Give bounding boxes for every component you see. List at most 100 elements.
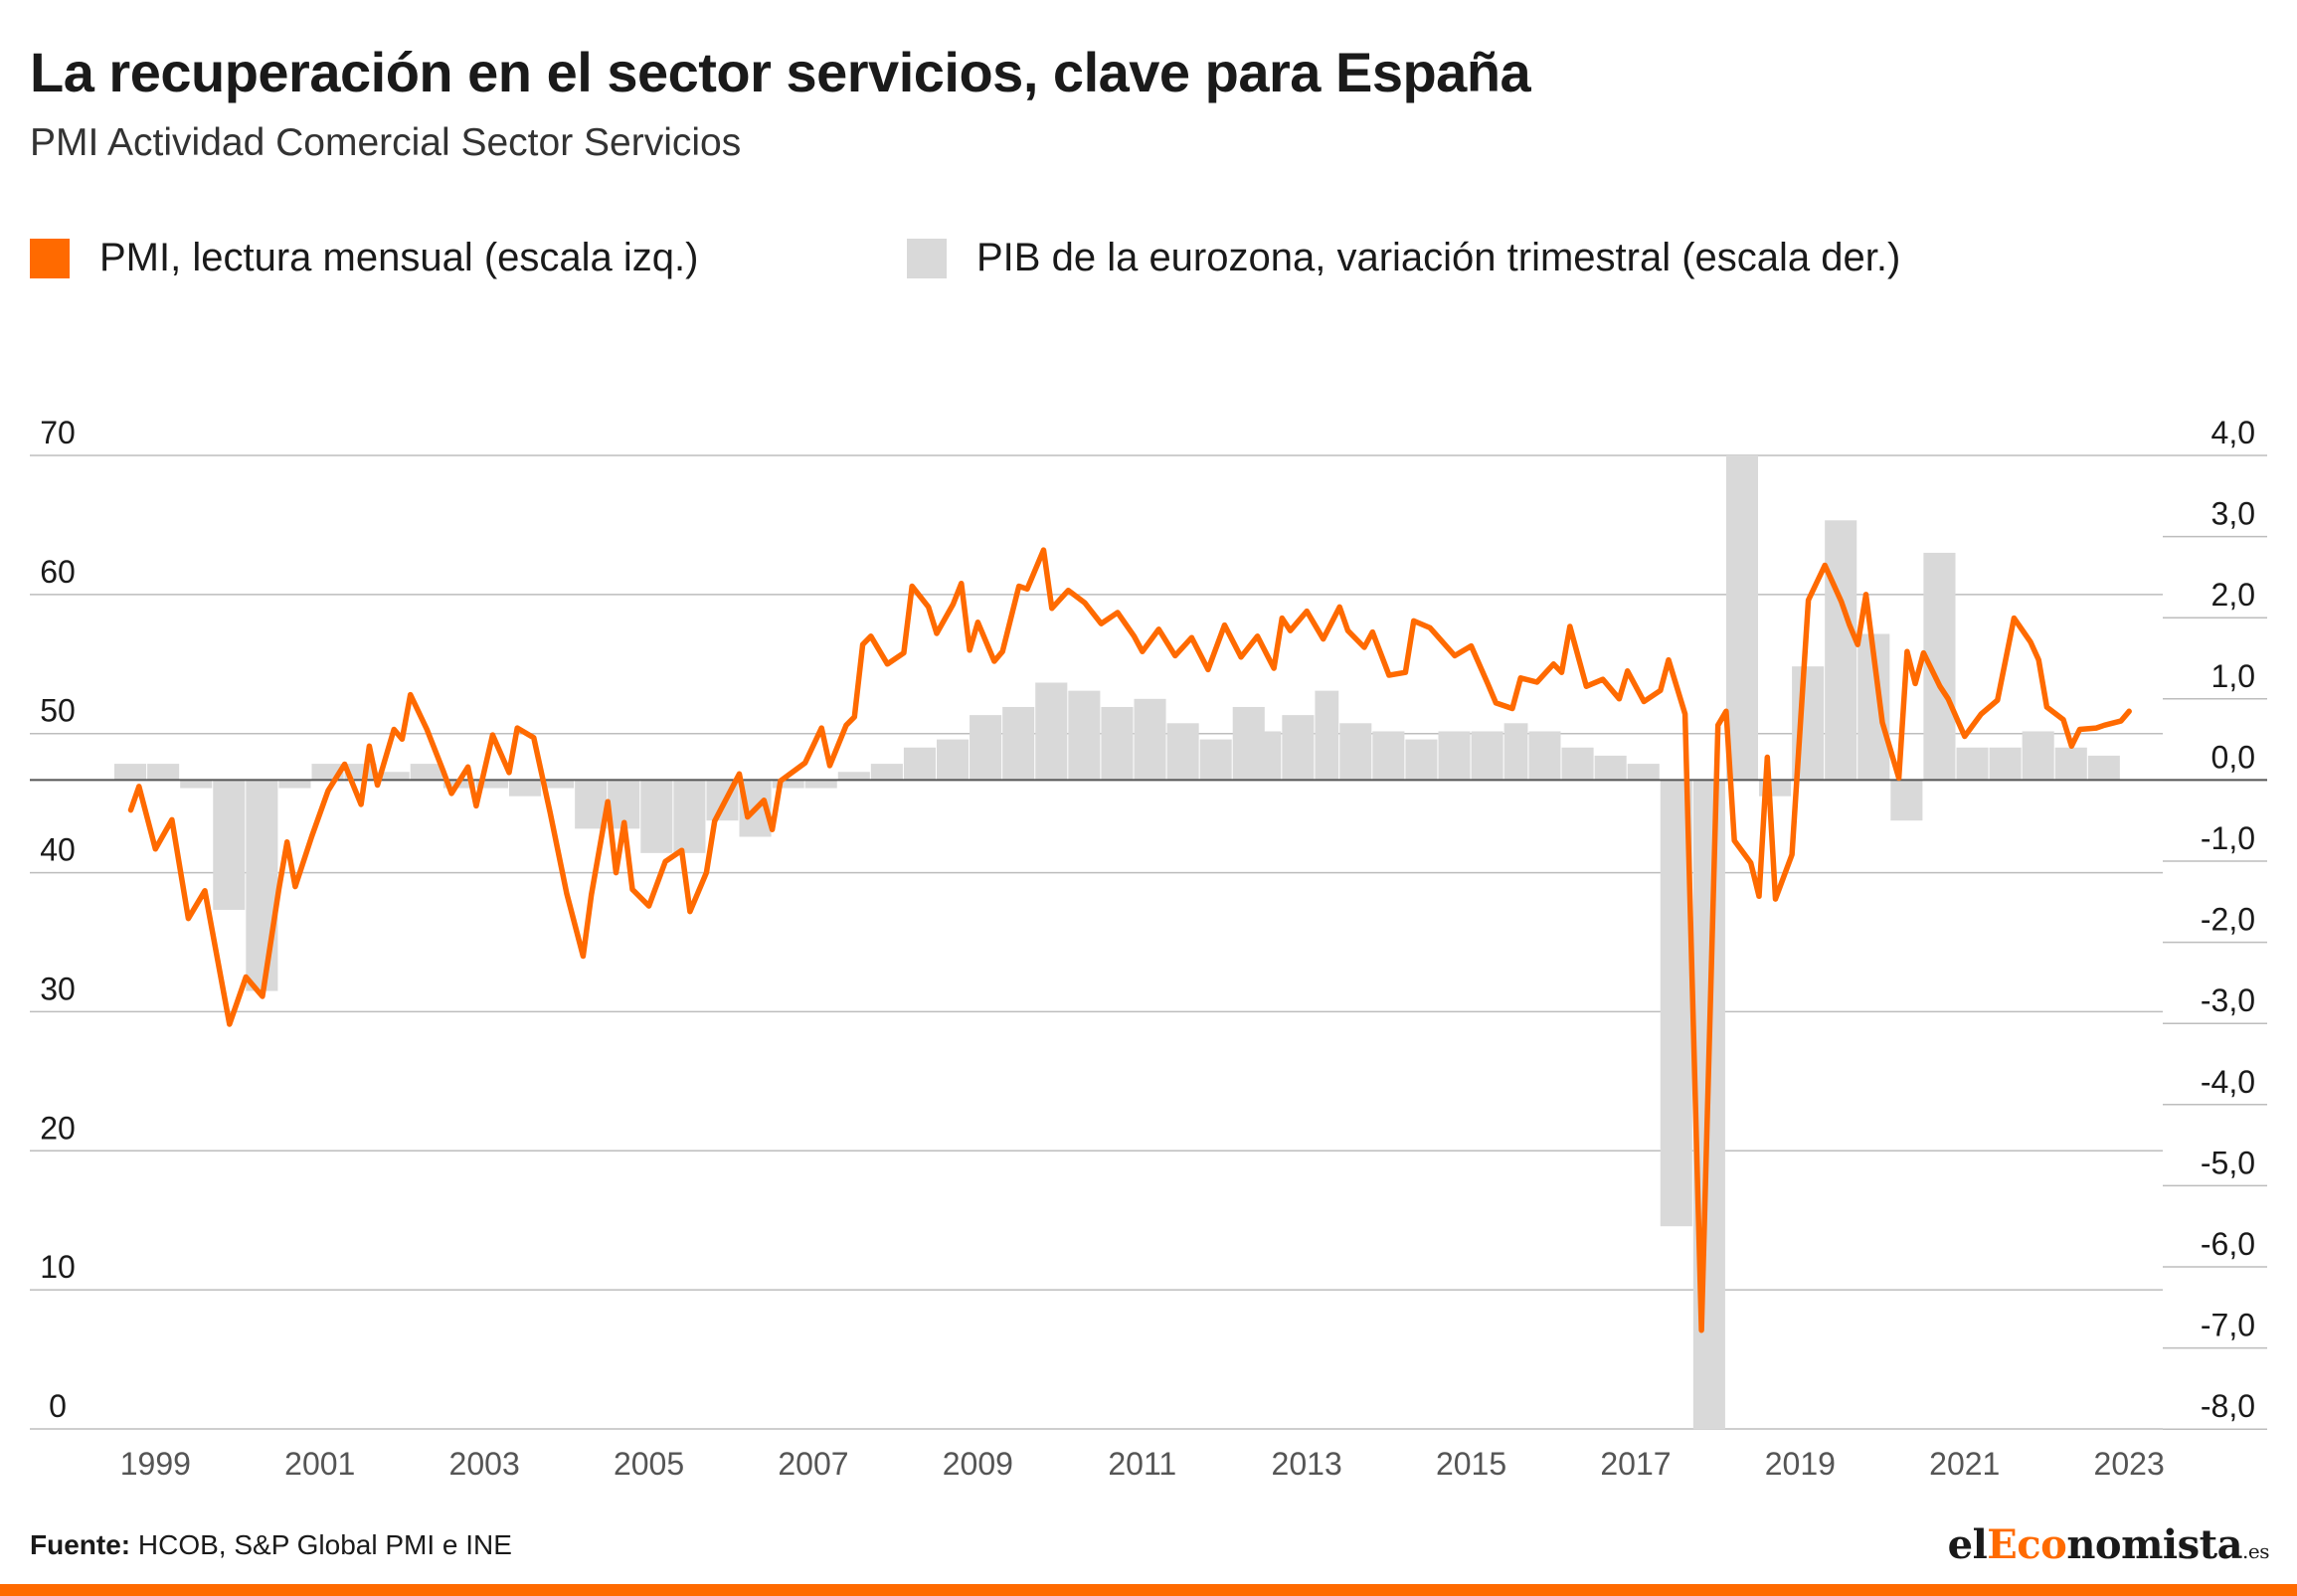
gdp-bar: [213, 780, 246, 910]
gdp-bar: [1068, 690, 1101, 781]
gdp-bar: [673, 780, 706, 853]
x-tick-label: 2015: [1436, 1446, 1506, 1482]
gdp-bar: [837, 772, 870, 781]
source-text: HCOB, S&P Global PMI e INE: [130, 1529, 512, 1560]
gdp-bar: [1002, 706, 1035, 781]
gdp-bar: [542, 780, 575, 789]
gdp-bar: [1825, 520, 1857, 781]
gdp-bar: [1035, 682, 1068, 781]
gdp-bar: [575, 780, 608, 829]
bottom-accent-bar: [0, 1584, 2297, 1596]
gdp-bar: [147, 764, 180, 781]
y-right-tick-label: -1,0: [2201, 820, 2255, 856]
gdp-bar: [1405, 739, 1438, 781]
gdp-bar: [772, 780, 804, 789]
y-right-tick-label: 2,0: [2211, 577, 2255, 613]
y-left-tick-label: 40: [40, 832, 76, 868]
legend-label-gdp: PIB de la eurozona, variación trimestral…: [976, 236, 1901, 279]
gdp-bar: [114, 764, 147, 781]
y-right-tick-label: -2,0: [2201, 902, 2255, 938]
gdp-bar: [180, 780, 213, 789]
y-right-tick-label: -8,0: [2201, 1388, 2255, 1424]
gdp-bar: [1315, 690, 1339, 781]
y-left-tick-label: 50: [40, 693, 76, 729]
y-right-tick-label: 0,0: [2211, 739, 2255, 775]
x-tick-label: 2009: [943, 1446, 1013, 1482]
legend-item-pmi: PMI, lectura mensual (escala izq.): [30, 236, 698, 280]
gdp-bar: [1503, 723, 1528, 781]
brand-part-1: el: [1947, 1521, 1988, 1568]
y-right-tick-label: -6,0: [2201, 1226, 2255, 1262]
chart-subtitle: PMI Actividad Comercial Sector Servicios: [30, 121, 742, 164]
gdp-bar: [1282, 715, 1315, 781]
legend-swatch-gdp: [907, 238, 947, 278]
chart-plot-area: 70 60 50 40 30 20 10 0 4,0 3,0 2,0 1,0 0,0 -1,0 -2,0 -3…: [30, 415, 2267, 1482]
y-right-tick-label: 3,0: [2211, 496, 2255, 532]
source-note: Fuente: HCOB, S&P Global PMI e INE: [30, 1529, 512, 1561]
y-right-tick-label: -7,0: [2201, 1308, 2255, 1343]
gdp-bar: [1249, 731, 1282, 781]
chart-title: La recuperación en el sector servicios, …: [30, 41, 1531, 103]
chart-legend: PMI, lectura mensual (escala izq.) PIB d…: [30, 236, 2217, 285]
gdp-bar: [1725, 455, 1758, 781]
brand-part-3: nomista: [2066, 1521, 2243, 1568]
gdp-bar: [1594, 755, 1627, 781]
gdp-bar: [2054, 747, 2087, 781]
y-right-tick-label: 1,0: [2211, 658, 2255, 694]
x-tick-label: 2013: [1272, 1446, 1342, 1482]
gdp-bar: [2087, 755, 2120, 781]
gdp-bar: [410, 764, 442, 781]
gdp-bar: [903, 747, 936, 781]
gdp-bar: [1134, 698, 1166, 781]
y-right-tick-label: -5,0: [2201, 1145, 2255, 1180]
gdp-bar: [804, 780, 837, 789]
gdp-bar: [1199, 739, 1232, 781]
x-tick-label: 2011: [1108, 1446, 1176, 1482]
gdp-bar: [1438, 731, 1471, 781]
x-tick-label: 2023: [2094, 1446, 2165, 1482]
y-left-tick-label: 0: [49, 1388, 67, 1424]
y-left-tick-label: 20: [40, 1110, 76, 1146]
gdp-bar: [2022, 731, 2054, 781]
y-left-tick-label: 10: [40, 1249, 76, 1285]
y-right-tick-label: -4,0: [2201, 1064, 2255, 1100]
gdp-bar: [1561, 747, 1594, 781]
x-tick-label: 2003: [449, 1446, 520, 1482]
gdp-bar: [1166, 723, 1199, 781]
legend-swatch-pmi: [30, 238, 70, 278]
gdp-bar: [377, 772, 410, 781]
x-tick-label: 2001: [284, 1446, 355, 1482]
source-prefix: Fuente:: [30, 1529, 131, 1560]
gdp-bar: [1956, 747, 1989, 781]
y-left-tick-label: 60: [40, 554, 76, 590]
gdp-bar: [1890, 780, 1923, 821]
pmi-line: [127, 547, 2132, 1333]
gdp-bar: [970, 715, 1002, 781]
gdp-bar: [1101, 706, 1134, 781]
gdp-bar: [1339, 723, 1372, 781]
gdp-bar: [640, 780, 673, 853]
gdp-bar: [1989, 747, 2022, 781]
gdp-bar: [937, 739, 970, 781]
gdp-bar: [1528, 731, 1561, 781]
y-left-tick-label: 30: [40, 971, 76, 1006]
gdp-bar: [1372, 731, 1405, 781]
x-tick-label: 2017: [1600, 1446, 1671, 1482]
gdp-bar: [1471, 731, 1503, 781]
gdp-bar: [475, 780, 508, 789]
brand-tld: .es: [2242, 1539, 2269, 1563]
gdp-bar: [278, 780, 311, 789]
brand-logo[interactable]: elEconomista.es: [1947, 1521, 2270, 1568]
gdp-bar: [246, 780, 278, 991]
brand-part-2: Eco: [1987, 1521, 2067, 1568]
gdp-bar: [870, 764, 903, 781]
x-tick-label: 1999: [120, 1446, 191, 1482]
y-right-tick-label: -3,0: [2201, 982, 2255, 1018]
x-tick-label: 2005: [614, 1446, 684, 1482]
legend-label-pmi: PMI, lectura mensual (escala izq.): [99, 236, 699, 279]
gdp-bar: [1627, 764, 1660, 781]
x-tick-label: 2007: [778, 1446, 848, 1482]
y-right-tick-label: 4,0: [2211, 415, 2255, 450]
gdp-bar: [508, 780, 542, 797]
x-tick-label: 2019: [1765, 1446, 1836, 1482]
